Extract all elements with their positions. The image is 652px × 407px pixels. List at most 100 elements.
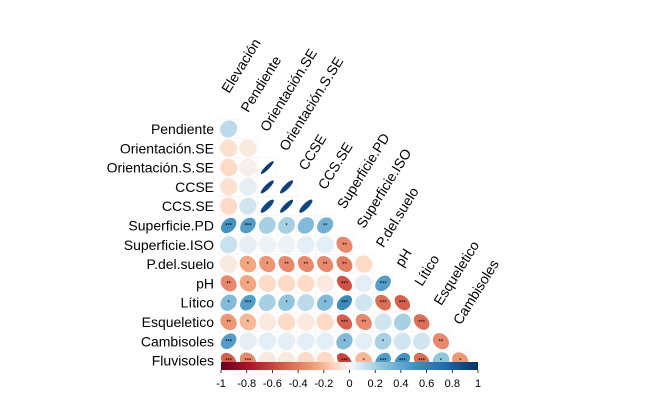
diagonal-label: pH (392, 246, 415, 270)
significance-label: ** (226, 320, 231, 326)
cell-9-7 (353, 273, 374, 294)
significance-label: *** (418, 320, 426, 326)
cell-12-3 (276, 331, 297, 352)
significance-label: *** (380, 359, 388, 365)
correlation-ellipse (278, 255, 295, 273)
correlation-ellipse (239, 313, 257, 331)
correlation-ellipse (220, 236, 238, 254)
cell-4-2 (257, 176, 278, 197)
correlation-ellipse (219, 255, 238, 273)
correlation-ellipse (220, 313, 237, 331)
correlation-ellipse (317, 255, 334, 273)
correlation-ellipse (432, 333, 450, 350)
correlation-ellipse (336, 333, 353, 350)
cell-4-0 (218, 176, 239, 197)
cell-8-4: ** (295, 254, 316, 274)
cell-5-0 (218, 196, 239, 217)
correlation-ellipse (220, 120, 238, 138)
cell-6-4 (295, 215, 316, 236)
cell-6-5: ** (315, 215, 336, 236)
correlation-ellipse (297, 235, 315, 254)
significance-label: ** (361, 320, 366, 326)
cell-9-0: ** (218, 273, 239, 294)
row-label: pH (196, 275, 214, 291)
row-label: Orientación.SE (120, 140, 214, 156)
cell-12-1 (238, 331, 258, 352)
cell-10-0: * (218, 292, 239, 313)
significance-label: * (285, 223, 288, 229)
significance-label: *** (341, 281, 349, 287)
cell-12-6: * (334, 331, 355, 352)
correlation-ellipse (258, 274, 276, 293)
cell-3-0 (218, 157, 239, 178)
cell-12-2 (257, 331, 278, 352)
significance-label: ** (304, 262, 309, 268)
cell-12-5 (315, 331, 336, 352)
cell-10-8: *** (373, 292, 393, 313)
significance-label: *** (380, 301, 388, 307)
cell-12-4 (295, 331, 316, 352)
colorbar-tick-label: -1 (216, 378, 226, 390)
cell-12-8: * (373, 331, 393, 352)
correlation-ellipse (220, 275, 237, 292)
correlation-ellipse (375, 294, 391, 311)
correlation-ellipse (239, 178, 257, 196)
cell-7-6: ** (334, 234, 355, 255)
cell-12-10 (411, 331, 432, 352)
cell-7-0 (218, 234, 239, 255)
correlation-ellipse (374, 313, 392, 331)
correlation-ellipse (393, 332, 412, 350)
correlation-ellipse (220, 217, 237, 234)
diagonal-label: Lítico (411, 252, 442, 289)
cell-8-7 (353, 254, 374, 274)
cell-12-7 (353, 331, 374, 352)
row-label: Orientación.S.SE (107, 160, 214, 176)
significance-label: *** (341, 301, 349, 307)
correlation-ellipse (220, 294, 237, 311)
cell-5-2 (257, 196, 278, 217)
cell-10-2 (257, 292, 278, 313)
significance-label: * (227, 301, 230, 307)
cell-12-9 (392, 331, 413, 352)
row-label: Esqueletico (142, 314, 215, 330)
row-label: Fluvisoles (152, 353, 214, 369)
correlation-ellipse (280, 180, 294, 194)
correlation-ellipse (278, 294, 295, 311)
correlation-ellipse (355, 313, 372, 331)
cell-7-2 (257, 234, 278, 255)
significance-label: *** (341, 359, 349, 365)
row-labels: Pendiente Orientación.SE Orientación.S.SE C… (107, 121, 215, 369)
correlation-ellipse (239, 139, 257, 158)
cell-6-1: *** (238, 215, 258, 236)
colorbar-tick-label: 0 (346, 378, 352, 390)
cell-9-1: * (238, 273, 258, 294)
correlation-ellipse (316, 274, 334, 293)
cell-6-2 (257, 215, 278, 236)
correlation-ellipse (219, 139, 238, 157)
correlation-ellipse (258, 217, 276, 234)
cell-7-1 (238, 234, 258, 255)
correlation-ellipse (316, 332, 334, 351)
cell-7-5 (315, 234, 336, 255)
cell-11-5 (315, 312, 336, 332)
significance-label: * (266, 262, 269, 268)
cell-9-8: *** (373, 273, 393, 294)
row-label: CCS.SE (162, 198, 214, 214)
correlation-ellipse (297, 274, 315, 293)
correlation-ellipse (277, 274, 296, 293)
correlation-ellipse (297, 255, 314, 273)
correlation-ellipse (260, 161, 274, 174)
significance-label: * (324, 301, 327, 307)
cell-10-3: * (276, 292, 297, 313)
cell-8-1: * (238, 254, 258, 274)
cell-7-3 (276, 234, 297, 255)
significance-label: *** (341, 320, 349, 326)
cell-6-3: * (276, 215, 297, 236)
significance-label: *** (225, 223, 233, 229)
colorbar-tick-label: -0.2 (314, 378, 333, 390)
significance-label: *** (244, 301, 252, 307)
cell-8-6: ** (334, 254, 355, 274)
correlation-ellipse (240, 294, 256, 311)
colorbar-tick-label: 1 (475, 378, 481, 390)
correlation-ellipse (219, 178, 238, 196)
